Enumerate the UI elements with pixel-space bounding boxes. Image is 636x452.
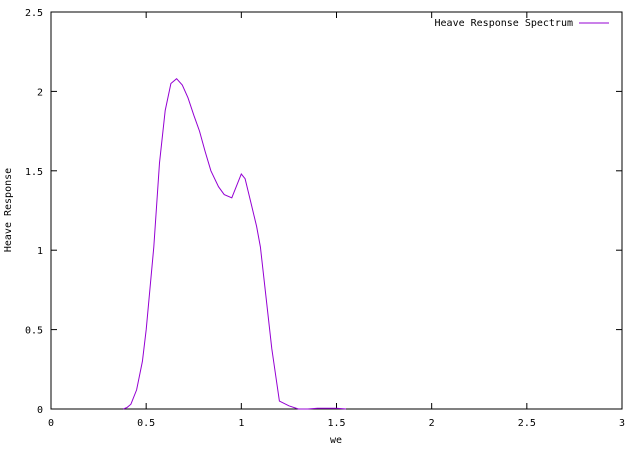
data-point (279, 401, 280, 402)
y-tick-label: 0.5 (25, 326, 43, 337)
data-point (130, 404, 131, 405)
data-point (193, 115, 194, 116)
data-point (317, 408, 318, 409)
data-point (123, 409, 124, 410)
x-tick-label: 1.5 (327, 418, 345, 429)
data-point (127, 407, 128, 408)
x-tick-label: 0.5 (137, 418, 155, 429)
data-point (182, 85, 183, 86)
data-point (205, 151, 206, 152)
data-point (307, 409, 308, 410)
data-point (245, 178, 246, 179)
plot-frame (50, 11, 623, 410)
data-point (176, 78, 177, 79)
data-point (218, 186, 219, 187)
data-point (136, 389, 137, 390)
x-tick-label: 0 (48, 418, 54, 429)
data-point (165, 110, 166, 111)
data-point (336, 408, 337, 409)
data-point (153, 247, 154, 248)
data-point (266, 297, 267, 298)
data-point (231, 197, 232, 198)
y-tick-label: 2.5 (25, 8, 43, 19)
legend: Heave Response Spectrum (435, 18, 609, 29)
data-point (210, 170, 211, 171)
data-point (170, 83, 171, 84)
data-point (271, 348, 272, 349)
y-tick-label: 1.5 (25, 167, 43, 178)
series-layer (123, 78, 347, 410)
x-axis-label: we (330, 435, 342, 446)
y-tick-label: 0 (37, 405, 43, 416)
x-tick-label: 2 (429, 418, 435, 429)
data-point (256, 226, 257, 227)
x-tick-label: 3 (619, 418, 625, 429)
data-point (346, 409, 347, 410)
y-axis: 0 0.5 1 1.5 2 2.5 (25, 8, 622, 416)
data-point (199, 131, 200, 132)
x-tick-label: 1 (238, 418, 244, 429)
data-point (142, 361, 143, 362)
y-tick-label: 1 (37, 246, 43, 257)
y-axis-label: Heave Response (3, 168, 14, 252)
legend-label: Heave Response Spectrum (435, 18, 573, 29)
data-point (159, 162, 160, 163)
data-point (250, 202, 251, 203)
data-point (146, 329, 147, 330)
data-point (260, 247, 261, 248)
x-axis: 0 0.5 1 1.5 2 2.5 3 (48, 12, 625, 429)
data-point (224, 194, 225, 195)
data-point (241, 174, 242, 175)
series-line (123, 78, 347, 410)
data-point (288, 405, 289, 406)
x-tick-label: 2.5 (518, 418, 536, 429)
data-point (188, 97, 189, 98)
y-tick-label: 2 (37, 87, 43, 98)
data-point (298, 409, 299, 410)
